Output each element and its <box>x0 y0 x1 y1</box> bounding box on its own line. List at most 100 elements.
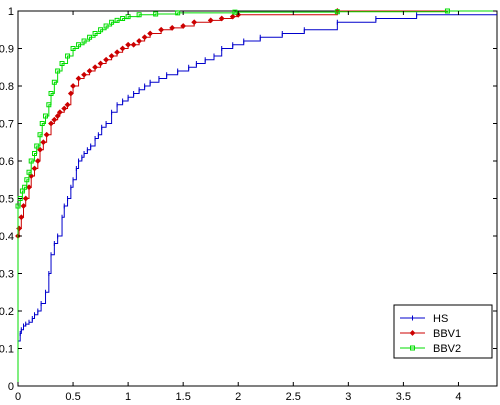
series-bbv2-line <box>17 10 497 386</box>
x-tick-label: 2 <box>235 391 241 403</box>
series-bbv2-point <box>109 19 115 25</box>
x-tick-label: 2.5 <box>286 391 301 403</box>
series-bbv2-point <box>48 91 54 96</box>
x-tick-label: 1 <box>125 391 131 403</box>
y-tick-label: 0.5 <box>0 194 14 206</box>
series-bbv1-point <box>147 30 154 37</box>
series-bbv1-point <box>51 116 58 123</box>
series-bbv1-point <box>64 101 71 108</box>
x-tick-label: 3 <box>345 391 351 403</box>
series-bbv1-point <box>158 26 165 33</box>
series-bbv1-point <box>67 90 74 97</box>
series-bbv2-point <box>32 151 38 156</box>
series-bbv1-point <box>136 38 143 44</box>
series-bbv1-point <box>56 109 63 116</box>
series-bbv1-point <box>70 83 76 89</box>
y-tick-label: 0.3 <box>0 269 14 281</box>
series-bbv2-point <box>51 79 57 85</box>
y-tick-label: 0.9 <box>0 44 14 56</box>
y-tick-label: 0.6 <box>0 156 14 168</box>
series-bbv1-point <box>22 195 29 202</box>
series-bbv1-point <box>16 225 23 232</box>
y-tick-label: 0.7 <box>0 119 14 131</box>
series-bbv2-point <box>65 53 71 59</box>
series-hs-line <box>17 14 497 386</box>
y-tick-label: 0.8 <box>0 81 14 93</box>
series-bbv2-point <box>37 132 43 138</box>
legend-marker-point <box>410 345 415 351</box>
series-bbv2-point <box>81 38 87 44</box>
x-tick-label: 0.5 <box>65 391 80 403</box>
series-bbv1-point <box>218 15 225 22</box>
series-bbv1-point <box>114 49 121 56</box>
series-bbv1-point <box>141 34 148 41</box>
series-bbv2 <box>15 8 497 386</box>
series-bbv1-point <box>229 13 236 20</box>
series-bbv1-point <box>18 214 25 221</box>
tick-layer: 0 0.5 1 1.5 2 2.5 3 3.5 4 0 0.1 0.2 0.3 0.4 0.5 0.6 0.7 0… <box>0 6 497 403</box>
series-bbv1-point <box>97 60 104 67</box>
x-tick-label: 3.5 <box>396 391 411 403</box>
x-tick-label: 0 <box>15 391 21 403</box>
legend-label: HS <box>433 313 448 325</box>
series-bbv2-point <box>39 121 45 126</box>
series-bbv2-point <box>15 203 21 209</box>
series-bbv2-point <box>55 68 61 74</box>
legend-label: BBV1 <box>433 328 461 340</box>
legend-item-bbv1: BBV1 <box>400 328 461 340</box>
series-bbv1-point <box>92 64 99 71</box>
legend-item-hs: HS <box>400 313 448 325</box>
series-bbv1-point <box>54 113 61 119</box>
series-bbv1-point <box>40 139 47 146</box>
y-tick-label: 0 <box>8 381 14 393</box>
series-bbv1-point <box>103 56 110 63</box>
series-bbv1-point <box>169 24 176 31</box>
y-tick-label: 0.1 <box>0 344 14 356</box>
series-bbv2-point <box>175 10 181 16</box>
legend-items: HS BBV1 BBV2 <box>400 313 461 355</box>
series-bbv2-point <box>26 169 32 175</box>
series-bbv1-point <box>61 105 68 112</box>
series-bbv2-point <box>444 8 450 14</box>
series-bbv2-point <box>114 17 120 23</box>
series-bbv2-point <box>70 46 76 51</box>
series-layer <box>15 8 497 386</box>
series-bbv1-point <box>108 53 115 59</box>
series-bbv1-point <box>180 23 187 29</box>
series-bbv1-point <box>130 41 137 48</box>
series-bbv1-point <box>125 41 132 48</box>
series-bbv2-point <box>46 102 52 108</box>
series-bbv2-point <box>120 16 126 21</box>
series-bbv2-point <box>98 27 104 33</box>
series-bbv1-point <box>75 75 82 82</box>
y-tick-label: 0.2 <box>0 306 14 318</box>
series-bbv1-point <box>119 45 126 52</box>
series-bbv1-point <box>48 120 54 127</box>
series-bbv2-point <box>136 12 142 18</box>
series-bbv2-point <box>24 177 30 183</box>
series-bbv2-point <box>59 61 65 66</box>
series-bbv2-point <box>103 23 109 29</box>
legend-label: BBV2 <box>433 343 461 355</box>
series-bbv2-point <box>232 9 238 15</box>
y-tick-label: 1 <box>8 6 14 18</box>
series-bbv2-point <box>92 31 98 36</box>
series-bbv1-point <box>81 71 87 78</box>
series-bbv2-point <box>334 9 340 15</box>
series-bbv2-point <box>76 42 82 48</box>
series-bbv1-point <box>34 158 41 164</box>
y-tick-label: 0.4 <box>0 231 14 243</box>
x-tick-label: 4 <box>455 391 461 403</box>
series-bbv1-point <box>207 17 214 24</box>
series-bbv1-point <box>26 184 32 191</box>
series-bbv2-point <box>87 34 93 40</box>
series-bbv1-point <box>191 19 198 26</box>
legend-marker-point <box>409 330 416 336</box>
series-bbv2-point <box>34 143 40 149</box>
series-hs <box>17 12 497 386</box>
series-bbv2-point <box>28 158 34 164</box>
x-tick-label: 1.5 <box>176 391 191 403</box>
series-bbv1-point <box>43 131 50 138</box>
series-bbv2-point <box>43 113 49 119</box>
